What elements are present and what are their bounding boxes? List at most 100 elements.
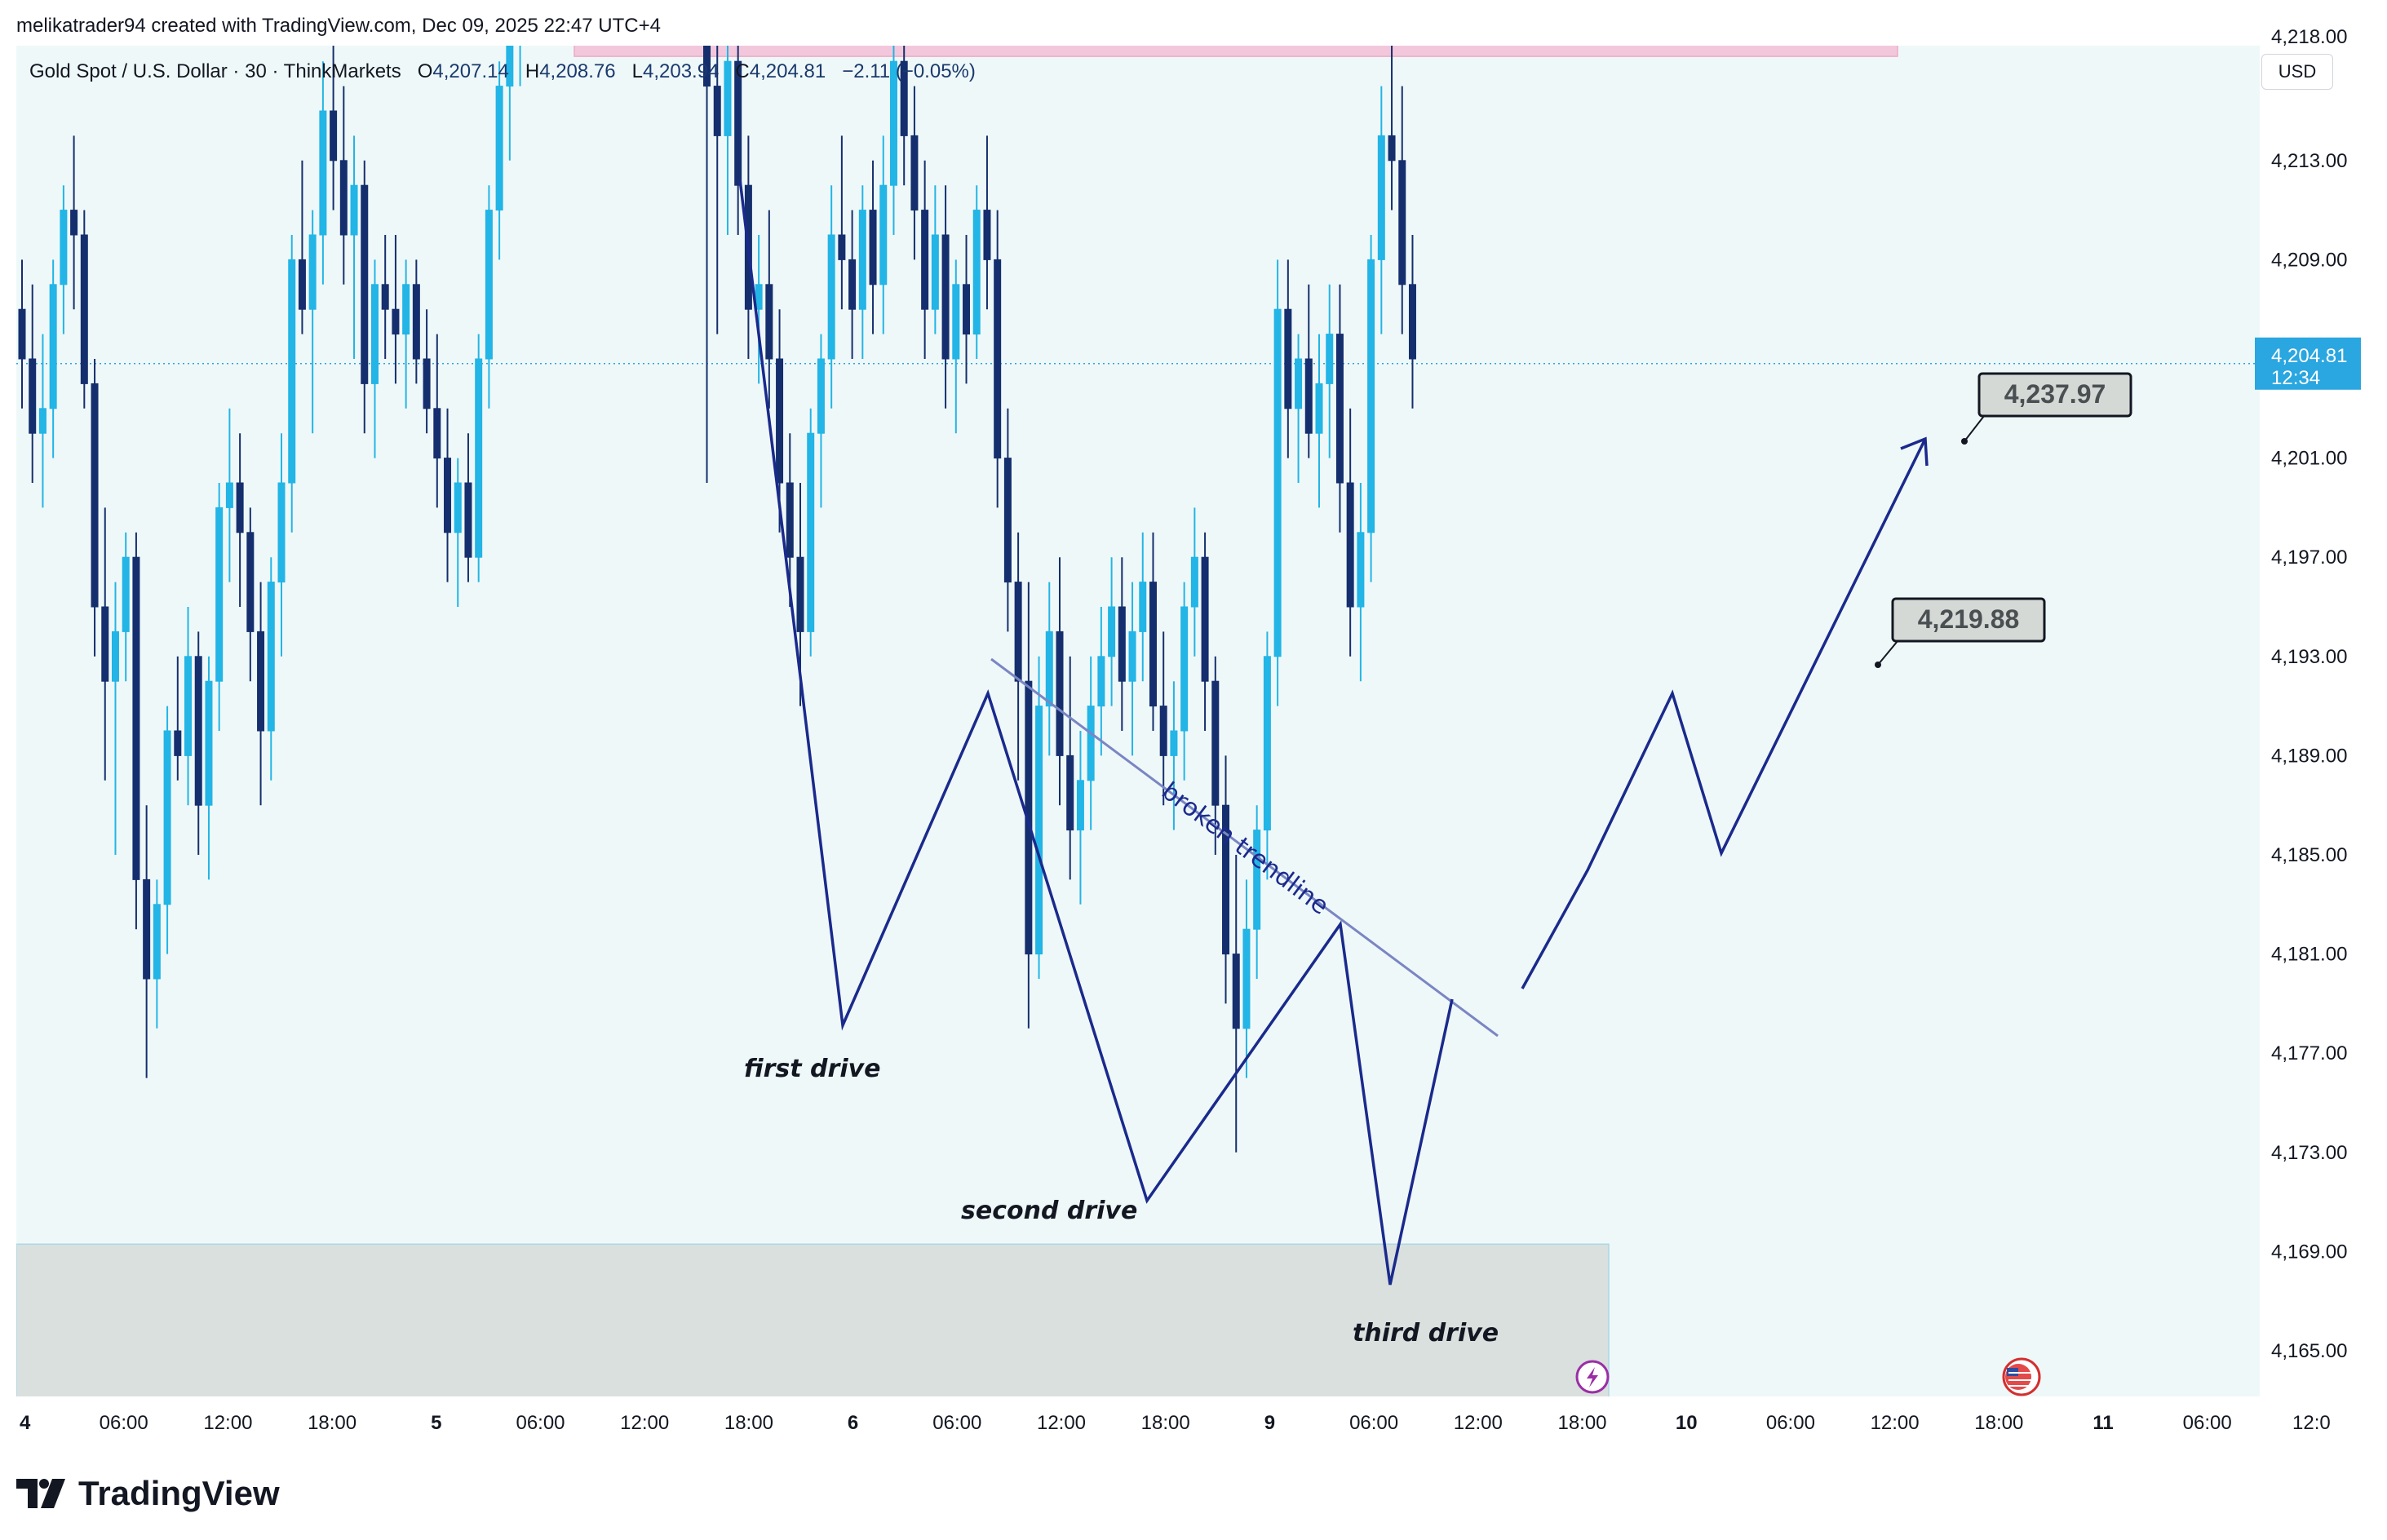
candle [361, 160, 369, 434]
us-flag-event-icon [2002, 1357, 2041, 1396]
candle-body [402, 284, 410, 335]
candle-body [1139, 582, 1147, 632]
low-label: L [631, 60, 643, 82]
plot-layer: first drive second drive third drive broken… [16, 0, 2260, 1396]
candle [70, 135, 78, 310]
candle-body [194, 656, 202, 806]
time-tick-label: 18:00 [724, 1412, 773, 1434]
candle-body [319, 110, 327, 236]
callout-dot [1961, 438, 1968, 445]
candle-body [18, 308, 26, 360]
candle-body [215, 507, 224, 682]
candle [101, 507, 109, 781]
candle-body [423, 358, 431, 409]
candle [246, 507, 255, 682]
candle-body [101, 606, 109, 682]
candle [1108, 557, 1116, 706]
candle [475, 334, 483, 582]
candle-body [29, 358, 37, 434]
candle [848, 210, 857, 359]
candle [370, 259, 379, 458]
candle-body [1003, 458, 1012, 583]
candle [941, 185, 950, 409]
candle [225, 408, 233, 582]
currency-button[interactable]: USD [2261, 54, 2333, 90]
callout-dot [1875, 662, 1881, 668]
candle-body [724, 60, 732, 136]
candle [713, 46, 721, 334]
candle-body [236, 482, 244, 533]
open-label: O [417, 60, 433, 82]
candle-body [1284, 308, 1292, 409]
candle-body [1149, 582, 1157, 707]
candle-body [983, 210, 991, 260]
projection-path [1521, 438, 1927, 989]
candle-body [941, 234, 950, 360]
time-axis[interactable] [0, 1396, 2260, 1455]
callout-pointer [1964, 415, 1985, 442]
candle-body [848, 259, 857, 310]
candle-body [807, 432, 815, 632]
last-price-label: 4,204.81 [2271, 345, 2347, 367]
candle [267, 557, 275, 781]
candle-body [277, 482, 286, 583]
candle-body [1315, 383, 1323, 434]
candle-body [1128, 631, 1136, 682]
candle [952, 259, 960, 434]
time-tick-label: 4 [20, 1412, 31, 1434]
candle-body [1045, 631, 1053, 707]
candle-body [994, 259, 1002, 459]
candle-body [330, 110, 338, 162]
candle [1201, 532, 1209, 731]
candle [910, 86, 919, 260]
time-tick-label: 06:00 [1349, 1412, 1398, 1434]
candle [423, 309, 431, 434]
candle [288, 235, 296, 533]
candle [1149, 532, 1157, 731]
candle-body [454, 482, 462, 533]
gray-zone [16, 1243, 1610, 1396]
price-tick-label: 4,173.00 [2271, 1142, 2347, 1164]
candle [277, 433, 286, 657]
last-price-countdown: 12:34 [2271, 367, 2320, 389]
candle [1253, 805, 1261, 979]
candle [298, 160, 306, 334]
candle-body [1346, 482, 1354, 608]
candle-body [38, 408, 46, 434]
candle-body [734, 60, 742, 186]
time-tick-label: 06:00 [100, 1412, 148, 1434]
candle-body [1295, 358, 1303, 409]
candle-body [1211, 680, 1220, 806]
time-tick-label: 18:00 [1557, 1412, 1606, 1434]
candle [1326, 284, 1334, 458]
candle-body [931, 234, 939, 310]
tradingview-logo[interactable]: TradingView [16, 1473, 280, 1514]
candle [80, 210, 88, 409]
candle [807, 408, 815, 657]
candle [184, 607, 193, 806]
candle [1315, 334, 1323, 508]
price-tick-label: 4,185.00 [2271, 844, 2347, 866]
candle-body [1388, 135, 1396, 162]
candle [765, 210, 773, 409]
candle-body [464, 482, 472, 558]
candle-body [1076, 780, 1084, 831]
price-axis[interactable] [2260, 46, 2374, 1396]
candle [381, 235, 389, 359]
candle [215, 483, 224, 731]
price-tick-label: 4,209.00 [2271, 249, 2347, 271]
time-tick-label: 11 [2092, 1412, 2113, 1434]
candle [18, 259, 26, 409]
candle-body [1222, 804, 1230, 955]
candle [1408, 235, 1416, 409]
candle [1232, 855, 1240, 1153]
time-tick-label: 12:00 [1037, 1412, 1086, 1434]
candle-body [517, 0, 524, 11]
candle-body [889, 60, 897, 186]
candle-body [122, 556, 130, 632]
last-price-badge [2255, 337, 2361, 390]
candle [122, 532, 130, 682]
candle [879, 135, 888, 334]
candle-body [1377, 135, 1385, 260]
harmonic-drive-path [738, 179, 1454, 1286]
